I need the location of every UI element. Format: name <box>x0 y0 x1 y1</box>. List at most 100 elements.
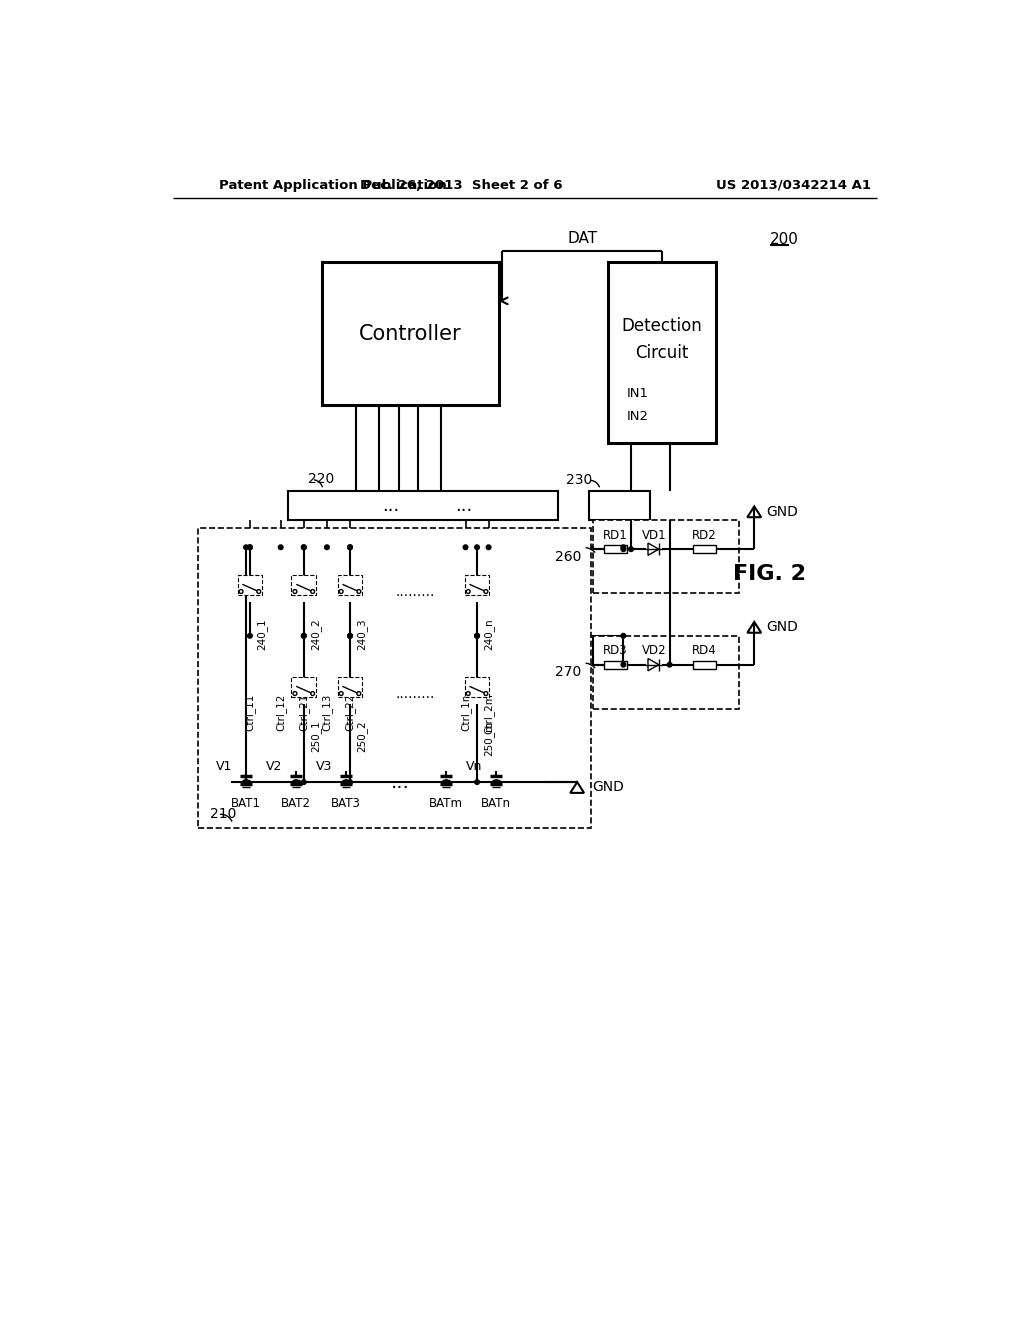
Circle shape <box>244 545 249 549</box>
Text: Dec. 26, 2013  Sheet 2 of 6: Dec. 26, 2013 Sheet 2 of 6 <box>360 178 563 191</box>
Circle shape <box>301 634 306 638</box>
Text: FIG. 2: FIG. 2 <box>733 564 806 585</box>
Text: Ctrl_12: Ctrl_12 <box>275 693 286 731</box>
Text: 250_1: 250_1 <box>310 721 321 752</box>
Circle shape <box>301 634 306 638</box>
Text: DAT: DAT <box>567 231 597 246</box>
Bar <box>692 661 716 668</box>
Circle shape <box>248 545 252 549</box>
Text: 240_1: 240_1 <box>256 619 267 651</box>
Text: Ctrl_1n: Ctrl_1n <box>460 693 471 731</box>
Text: VD1: VD1 <box>642 529 667 541</box>
Bar <box>692 545 716 553</box>
Bar <box>604 545 628 553</box>
Text: Controller: Controller <box>358 323 462 343</box>
Text: .........: ......... <box>395 585 435 598</box>
Text: 240_n: 240_n <box>483 619 494 651</box>
Circle shape <box>486 545 490 549</box>
Text: Detection: Detection <box>622 317 702 335</box>
Text: 270: 270 <box>555 665 581 680</box>
Circle shape <box>279 545 283 549</box>
Bar <box>238 574 262 594</box>
Text: Ctrl_22: Ctrl_22 <box>344 693 355 731</box>
Text: 260: 260 <box>555 550 581 564</box>
Circle shape <box>348 634 352 638</box>
Circle shape <box>301 545 306 549</box>
Text: V1: V1 <box>216 760 232 774</box>
Text: BATn: BATn <box>481 797 511 810</box>
Text: Ctrl_13: Ctrl_13 <box>322 693 333 731</box>
Bar <box>292 574 316 594</box>
Circle shape <box>348 545 352 549</box>
Text: 200: 200 <box>770 232 799 247</box>
Text: 250_2: 250_2 <box>356 721 367 752</box>
Text: V2: V2 <box>266 760 283 774</box>
Circle shape <box>244 780 249 784</box>
Bar <box>593 636 739 709</box>
Text: GND: GND <box>593 780 625 795</box>
Bar <box>593 520 739 594</box>
Text: V3: V3 <box>316 760 333 774</box>
Circle shape <box>348 545 352 549</box>
Text: GND: GND <box>766 620 798 635</box>
Text: Ctrl_11: Ctrl_11 <box>245 693 255 731</box>
Text: 250_m: 250_m <box>483 721 494 755</box>
Text: Patent Application Publication: Patent Application Publication <box>219 178 446 191</box>
Circle shape <box>294 780 298 784</box>
Circle shape <box>621 545 626 549</box>
Text: GND: GND <box>766 504 798 519</box>
Circle shape <box>475 780 479 784</box>
Bar <box>289 491 558 520</box>
Text: Ctrl_21: Ctrl_21 <box>298 693 309 731</box>
Bar <box>199 528 591 829</box>
Bar <box>604 661 628 668</box>
Text: VD2: VD2 <box>642 644 667 657</box>
Text: Ctrl_2m: Ctrl_2m <box>483 693 494 734</box>
Circle shape <box>668 663 672 667</box>
Text: BAT3: BAT3 <box>331 797 361 810</box>
Circle shape <box>621 634 626 638</box>
Circle shape <box>325 545 330 549</box>
Text: BATm: BATm <box>429 797 463 810</box>
Text: BAT1: BAT1 <box>231 797 261 810</box>
Bar <box>589 491 650 520</box>
Text: Vn: Vn <box>466 760 482 774</box>
Text: 220: 220 <box>307 473 334 487</box>
Circle shape <box>348 634 352 638</box>
Circle shape <box>301 780 306 784</box>
Text: ...: ... <box>455 496 472 515</box>
Text: .........: ......... <box>395 686 435 701</box>
Circle shape <box>244 780 249 784</box>
Circle shape <box>621 663 626 667</box>
Text: IN2: IN2 <box>628 409 649 422</box>
Circle shape <box>463 545 468 549</box>
Bar <box>338 574 362 594</box>
Text: 240_3: 240_3 <box>356 619 367 651</box>
Text: ...: ... <box>382 496 399 515</box>
Circle shape <box>444 780 449 784</box>
Text: 210: 210 <box>210 808 237 821</box>
Circle shape <box>301 545 306 549</box>
Text: Circuit: Circuit <box>635 343 688 362</box>
Circle shape <box>475 634 479 638</box>
Circle shape <box>475 545 479 549</box>
Circle shape <box>629 546 634 552</box>
Circle shape <box>248 545 252 549</box>
Text: 230: 230 <box>566 474 593 487</box>
Circle shape <box>344 780 348 784</box>
Bar <box>292 677 316 697</box>
Circle shape <box>475 634 479 638</box>
Text: BAT2: BAT2 <box>282 797 311 810</box>
Text: ...: ... <box>391 772 410 792</box>
Bar <box>322 263 499 405</box>
Circle shape <box>248 634 252 638</box>
Bar <box>465 677 489 697</box>
Text: RD4: RD4 <box>692 644 717 657</box>
Text: RD1: RD1 <box>603 529 628 541</box>
Text: 240_2: 240_2 <box>310 619 321 651</box>
Text: RD2: RD2 <box>692 529 717 541</box>
Text: RD3: RD3 <box>603 644 628 657</box>
Circle shape <box>621 546 626 552</box>
Text: US 2013/0342214 A1: US 2013/0342214 A1 <box>716 178 870 191</box>
Circle shape <box>494 780 499 784</box>
